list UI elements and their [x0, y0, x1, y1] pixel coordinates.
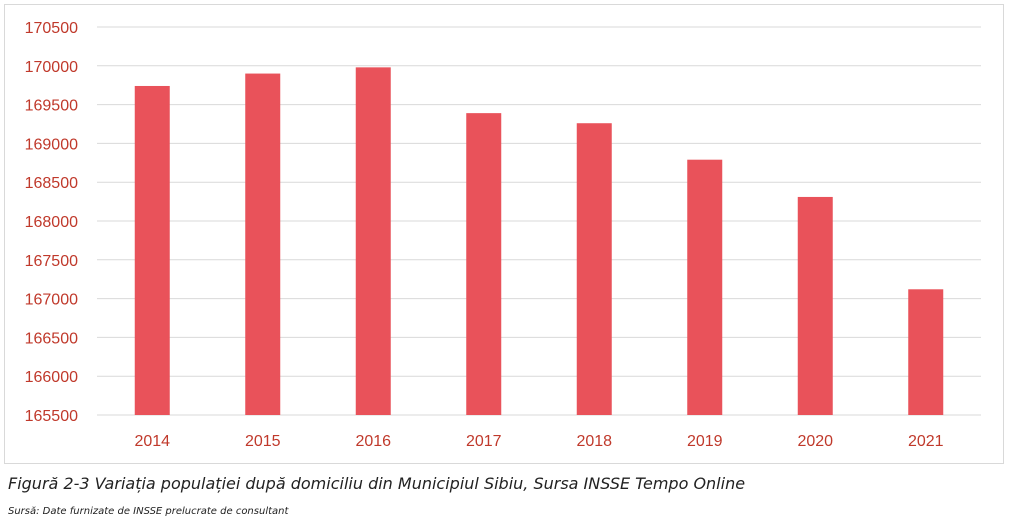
- y-tick-label: 169000: [25, 136, 78, 153]
- x-tick-label: 2016: [355, 433, 391, 450]
- y-tick-label: 169500: [25, 98, 78, 115]
- bar-2015: [245, 73, 281, 415]
- y-tick-label: 167000: [25, 292, 78, 309]
- y-tick-label: 165500: [25, 408, 78, 425]
- x-tick-label: 2017: [466, 433, 502, 450]
- y-tick-label: 168000: [25, 214, 78, 231]
- chart-frame: [4, 4, 1004, 464]
- bar-2017: [466, 113, 502, 416]
- bar-2018: [576, 123, 612, 415]
- bar-2014: [134, 85, 170, 415]
- y-tick-label: 166000: [25, 369, 78, 386]
- bar-2020: [797, 196, 833, 415]
- x-tick-label: 2015: [245, 433, 281, 450]
- source-note: Sursă: Date furnizate de INSSE prelucrat…: [8, 506, 289, 517]
- bar-2016: [355, 67, 391, 416]
- y-tick-label: 167500: [25, 253, 78, 270]
- bar-chart: 165500 166000 166500 167000 167500 168000 1685…: [25, 20, 981, 450]
- bar-2019: [687, 159, 723, 415]
- y-tick-label: 170000: [25, 59, 78, 76]
- y-tick-label: 166500: [25, 330, 78, 347]
- x-tick-label: 2021: [908, 433, 944, 450]
- y-tick-label: 168500: [25, 175, 78, 192]
- figure-caption: Figură 2-3 Variația populației după domi…: [8, 474, 746, 493]
- x-tick-label: 2014: [134, 433, 170, 450]
- bar-2021: [908, 289, 944, 415]
- y-tick-label: 170500: [25, 20, 78, 37]
- x-tick-label: 2020: [797, 433, 833, 450]
- x-tick-label: 2019: [687, 433, 723, 450]
- x-tick-label: 2018: [576, 433, 612, 450]
